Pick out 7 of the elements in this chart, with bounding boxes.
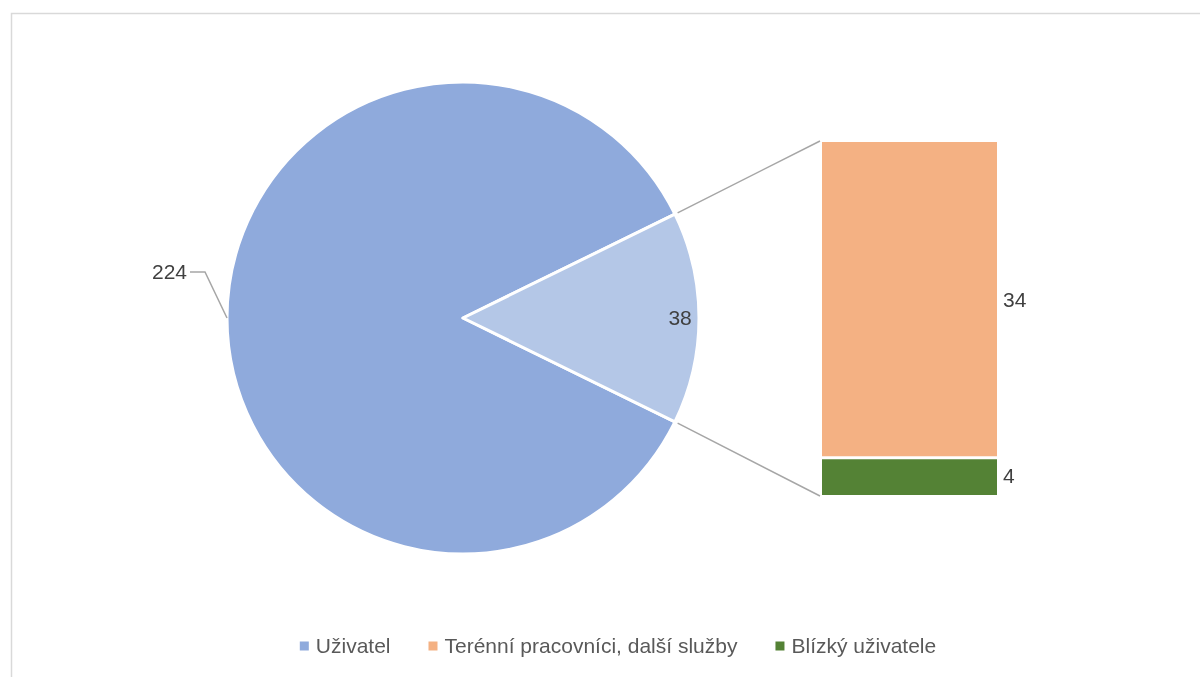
- data-label: 38: [668, 306, 692, 329]
- legend-label: Uživatel: [315, 634, 391, 657]
- legend-label: Blízký uživatele: [791, 634, 937, 657]
- legend-label: Terénní pracovníci, další služby: [444, 634, 738, 657]
- data-label: 34: [1003, 287, 1027, 311]
- data-label: 4: [1003, 464, 1015, 488]
- data-label: 224: [151, 260, 188, 283]
